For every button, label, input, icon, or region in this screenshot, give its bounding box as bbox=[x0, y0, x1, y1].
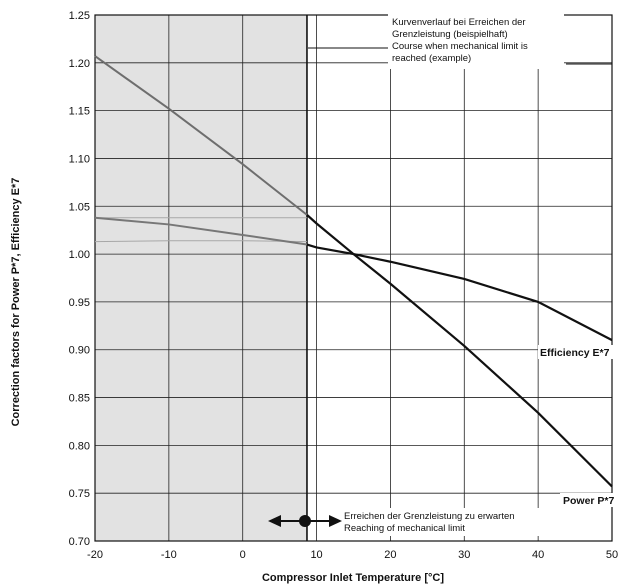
y-tick-label: 0.90 bbox=[69, 345, 90, 357]
limit-arrow-right-head bbox=[329, 515, 342, 527]
limit-arrow-left-head bbox=[268, 515, 281, 527]
x-tick-label: 0 bbox=[240, 549, 246, 561]
y-tick-label: 1.25 bbox=[69, 10, 90, 22]
limit-course-line-1: Kurvenverlauf bei Erreichen der bbox=[392, 17, 526, 28]
y-tick-label: 1.15 bbox=[69, 106, 90, 118]
limit-course-annotation: Kurvenverlauf bei Erreichen der Grenzlei… bbox=[308, 13, 612, 69]
limit-course-curve bbox=[94, 240, 307, 243]
limit-course-line-3: Course when mechanical limit is bbox=[392, 41, 528, 52]
mechanical-limit-annotation: Erreichen der Grenzleistung zu erwarten … bbox=[268, 508, 550, 536]
y-tick-label: 1.10 bbox=[69, 153, 90, 165]
y-tick-label: 0.95 bbox=[69, 297, 90, 309]
x-tick-label: 40 bbox=[532, 549, 544, 561]
efficiency-e-7-curve bbox=[306, 243, 613, 342]
power-p-7-curve-shaded-segment bbox=[94, 55, 308, 216]
y-tick-label: 1.05 bbox=[69, 201, 90, 213]
x-tick-label: 50 bbox=[606, 549, 618, 561]
grid bbox=[94, 14, 613, 542]
power-series-label: Power P*7 bbox=[563, 495, 615, 507]
y-tick-label: 1.20 bbox=[69, 58, 90, 70]
mechanical-limit-shaded-region bbox=[95, 15, 307, 541]
curves bbox=[94, 55, 613, 488]
shaded-region bbox=[95, 15, 307, 541]
x-tick-label: 30 bbox=[458, 549, 470, 561]
limit-reached-line-1: Erreichen der Grenzleistung zu erwarten bbox=[344, 511, 515, 522]
mechanical-limit-marker bbox=[299, 515, 311, 527]
plot-frame bbox=[94, 14, 613, 542]
efficiency-series-label: Efficiency E*7 bbox=[540, 347, 610, 359]
limit-course-line-4: reached (example) bbox=[392, 53, 471, 64]
limit-reached-line-2: Reaching of mechanical limit bbox=[344, 523, 465, 534]
y-axis-title: Correction factors for Power P*7, Effici… bbox=[10, 178, 22, 427]
y-tick-label: 0.80 bbox=[69, 440, 90, 452]
efficiency-e-7-curve-shaded-segment bbox=[94, 216, 308, 246]
tick-labels: -20 -10 0 10 20 30 40 50 0.70 0.75 0.80 0.85 0.90 0.9… bbox=[69, 10, 619, 561]
y-tick-label: 0.70 bbox=[69, 536, 90, 548]
x-tick-label: -20 bbox=[87, 549, 103, 561]
x-tick-label: -10 bbox=[161, 549, 177, 561]
y-tick-label: 0.75 bbox=[69, 488, 90, 500]
x-tick-label: 20 bbox=[384, 549, 396, 561]
y-tick-label: 0.85 bbox=[69, 393, 90, 405]
x-tick-label: 10 bbox=[310, 549, 322, 561]
x-axis-title: Compressor Inlet Temperature [°C] bbox=[262, 572, 444, 584]
power-p-7-curve bbox=[306, 214, 613, 488]
y-tick-label: 1.00 bbox=[69, 249, 90, 261]
limit-course-line-2: Grenzleistung (beispielhaft) bbox=[392, 29, 508, 40]
